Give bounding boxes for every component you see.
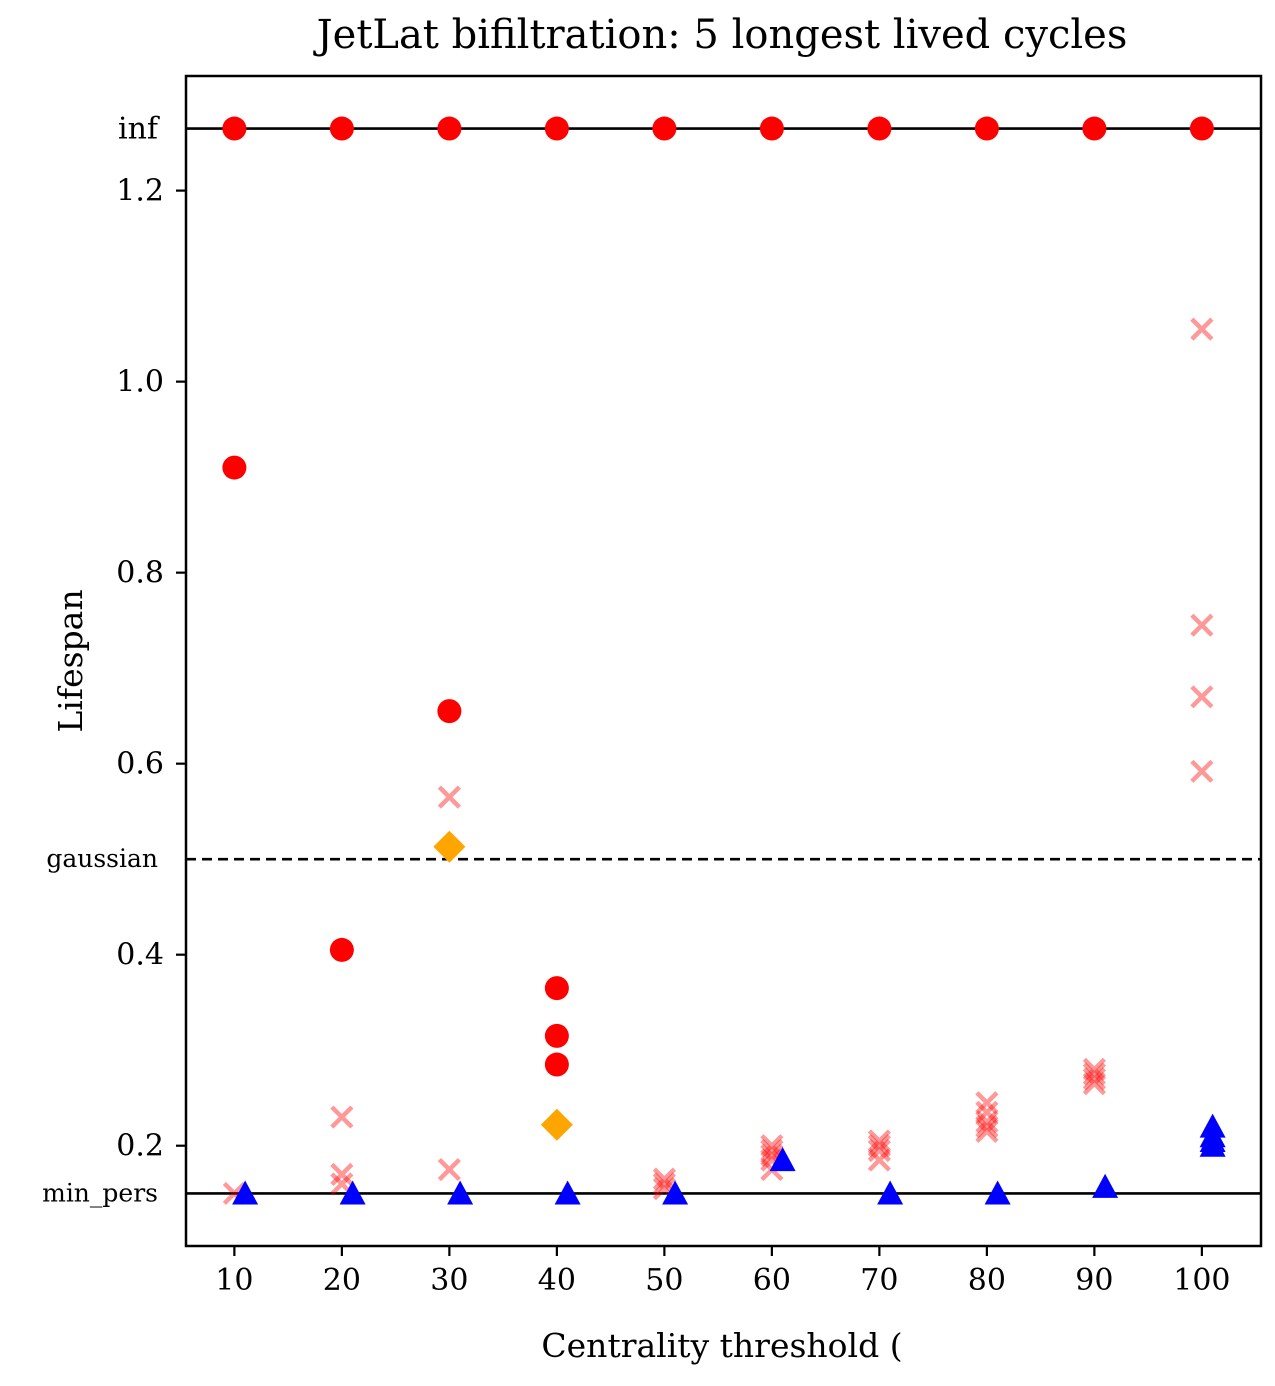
short-cycles-point — [975, 1115, 999, 1139]
gaussian-cycles-series — [433, 830, 573, 1141]
short-cycles-point — [867, 1129, 891, 1153]
gaussian-cycles-point — [433, 830, 466, 863]
gaussian-cycles-point — [540, 1108, 573, 1141]
noise-cycles-point — [447, 1180, 474, 1205]
short-cycles-point — [1190, 613, 1214, 637]
short-cycles-point — [975, 1100, 999, 1124]
short-cycles-point — [975, 1110, 999, 1134]
x-tick-label: 20 — [323, 1263, 361, 1298]
short-cycles-point — [330, 1105, 354, 1129]
noise-cycles-point — [984, 1180, 1011, 1205]
short-cycles-point — [1082, 1057, 1106, 1081]
y-axis-label: Lifespan — [51, 589, 90, 732]
short-cycles-point — [867, 1138, 891, 1163]
short-cycles-point — [1082, 1072, 1106, 1096]
y-tick-label: 1.2 — [116, 174, 164, 209]
short-cycles-point — [652, 1167, 676, 1191]
y-tick-label: 0.4 — [116, 938, 164, 973]
infinite-cycles-point — [437, 116, 462, 141]
short-cycles-point — [1082, 1067, 1106, 1091]
noise-cycles-point — [1092, 1173, 1119, 1198]
min-pers-label: min_pers — [42, 1178, 158, 1207]
short-cycles-point — [437, 785, 461, 809]
short-cycles-point — [760, 1134, 784, 1158]
chart-title: JetLat bifiltration: 5 longest lived cyc… — [313, 12, 1128, 58]
infinite-cycles-point — [222, 116, 247, 141]
inf-label: inf — [118, 112, 160, 147]
x-tick-label: 10 — [215, 1263, 253, 1298]
finite-cycles-point — [437, 699, 462, 724]
short-cycles-point — [1190, 759, 1214, 783]
short-cycles-point — [1190, 685, 1214, 709]
noise-cycles-point — [877, 1180, 904, 1205]
finite-cycles-point — [544, 1023, 569, 1048]
plot-frame — [184, 74, 1263, 1248]
x-tick-label: 50 — [645, 1263, 683, 1298]
plot-marks — [186, 116, 1261, 1206]
x-axis: 10 20 30 40 50 60 70 80 90 100 — [215, 1246, 1231, 1298]
infinite-cycles-point — [759, 116, 784, 141]
short-cycles-series — [222, 317, 1214, 1206]
x-tick-label: 60 — [753, 1263, 791, 1298]
x-tick-label: 70 — [860, 1263, 898, 1298]
y-tick-label: 0.2 — [116, 1129, 164, 1164]
infinite-cycles-series — [222, 116, 1214, 141]
noise-cycles-point — [769, 1147, 796, 1172]
y-tick-label: 0.6 — [116, 747, 164, 782]
gaussian-label: gaussian — [46, 844, 158, 873]
infinite-cycles-point — [652, 116, 677, 141]
finite-cycles-point — [329, 937, 354, 962]
finite-cycles-point — [222, 455, 247, 480]
short-cycles-point — [1082, 1062, 1106, 1086]
short-cycles-point — [867, 1148, 891, 1172]
short-cycles-point — [330, 1162, 354, 1186]
finite-cycles-point — [544, 1052, 569, 1077]
x-tick-label: 80 — [968, 1263, 1006, 1298]
x-tick-label: 40 — [538, 1263, 576, 1298]
noise-cycles-point — [662, 1180, 689, 1205]
noise-cycles-point — [339, 1180, 366, 1205]
x-tick-label: 30 — [430, 1263, 468, 1298]
y-tick-label: 1.0 — [116, 365, 164, 400]
short-cycles-point — [975, 1119, 999, 1143]
infinite-cycles-point — [867, 116, 892, 141]
infinite-cycles-point — [1189, 116, 1214, 141]
x-axis-label: Centrality threshold ( — [541, 1326, 902, 1365]
noise-cycles-point — [554, 1180, 581, 1205]
noise-cycles-series — [232, 1113, 1226, 1205]
finite-cycles-series — [222, 455, 569, 1077]
noise-cycles-point — [1199, 1132, 1226, 1157]
infinite-cycles-point — [974, 116, 999, 141]
infinite-cycles-point — [329, 116, 354, 141]
short-cycles-point — [1190, 317, 1214, 341]
finite-cycles-point — [544, 976, 569, 1001]
noise-cycles-point — [232, 1180, 259, 1205]
x-tick-label: 90 — [1075, 1263, 1113, 1298]
y-tick-label: 0.8 — [116, 556, 164, 591]
x-tick-label: 100 — [1173, 1263, 1230, 1298]
infinite-cycles-point — [1082, 116, 1107, 141]
short-cycles-point — [867, 1134, 891, 1158]
short-cycles-point — [437, 1157, 461, 1182]
short-cycles-point — [975, 1091, 999, 1115]
y-axis: 0.2 0.4 0.6 0.8 1.0 1.2 inf gaussian min_pers — [42, 112, 186, 1207]
infinite-cycles-point — [544, 116, 569, 141]
